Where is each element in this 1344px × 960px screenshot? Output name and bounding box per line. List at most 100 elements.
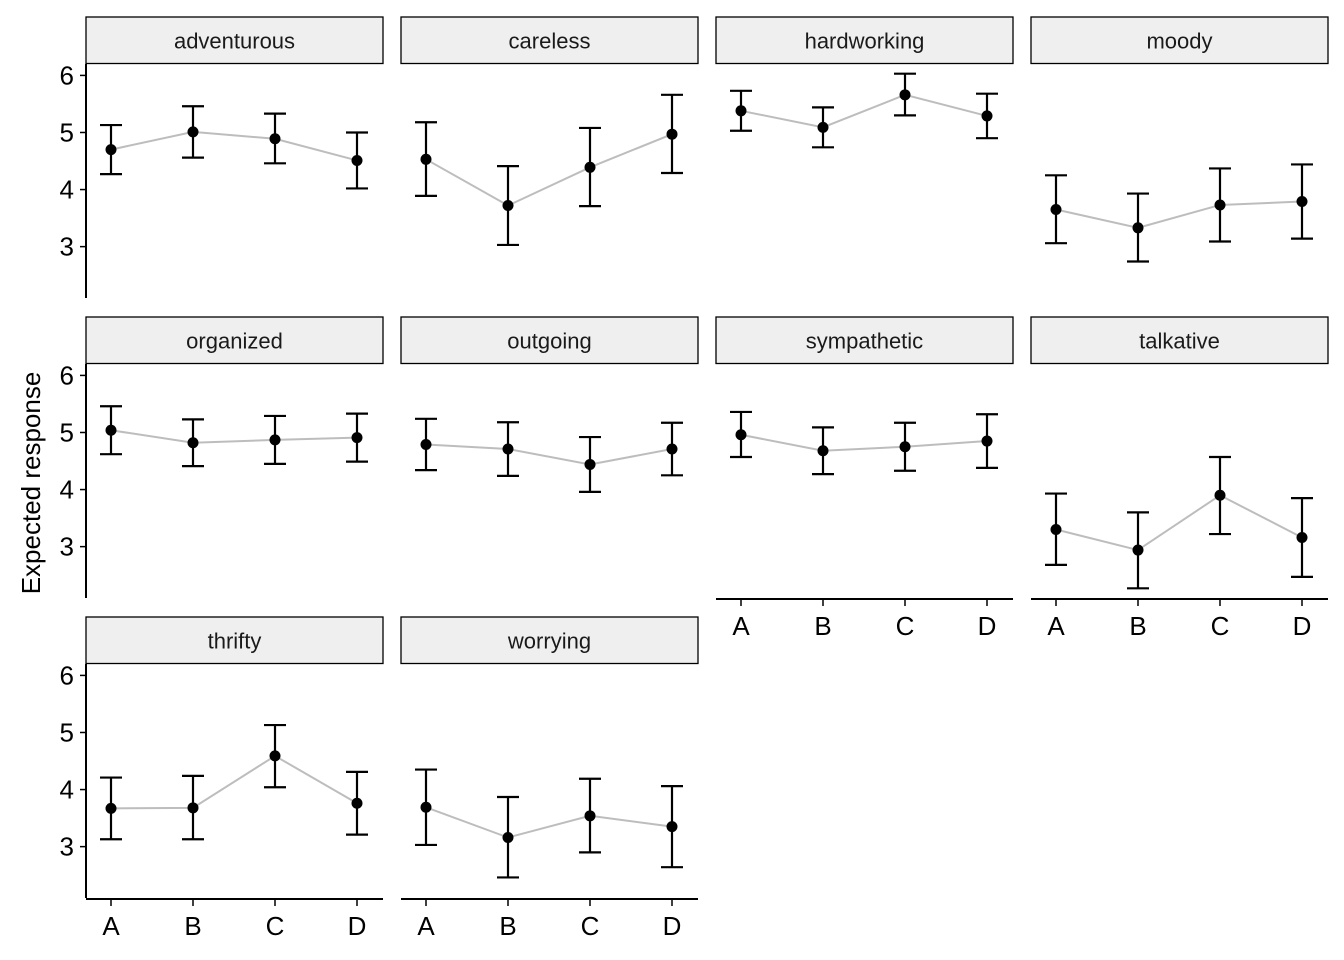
strip-sympathetic	[715, 316, 1014, 365]
point-talkative-C	[1214, 489, 1226, 501]
x-tick-label-B: B	[184, 911, 201, 941]
x-tick-label-D: D	[348, 911, 367, 941]
point-adventurous-D	[351, 154, 363, 166]
point-outgoing-A	[420, 438, 432, 450]
point-worrying-B	[502, 832, 514, 844]
strip-outgoing	[400, 316, 699, 365]
point-sympathetic-C	[899, 441, 911, 453]
panel-moody: moody	[1030, 16, 1329, 263]
panel-outgoing: outgoing	[400, 316, 699, 493]
point-careless-A	[420, 153, 432, 165]
point-thrifty-D	[351, 797, 363, 809]
point-organized-B	[187, 437, 199, 449]
strip-worrying	[400, 616, 699, 665]
series-line-worrying	[425, 806, 673, 839]
panel-talkative: talkative A B C D	[1030, 316, 1329, 641]
point-hardworking-A	[735, 105, 747, 117]
point-careless-C	[584, 161, 596, 173]
point-moody-B	[1132, 222, 1144, 234]
point-outgoing-C	[584, 458, 596, 470]
series-line-thrifty	[110, 754, 358, 810]
point-thrifty-C	[269, 750, 281, 762]
panel-sympathetic: sympathetic A B C D	[715, 316, 1014, 641]
panel-hardworking: hardworking	[715, 16, 1014, 149]
point-sympathetic-A	[735, 429, 747, 441]
point-hardworking-D	[981, 110, 993, 122]
strip-label-careless: careless	[509, 29, 591, 54]
y-tick-label-4: 4	[60, 775, 74, 805]
series-line-sympathetic	[740, 433, 988, 452]
point-outgoing-D	[666, 443, 678, 455]
point-outgoing-B	[502, 443, 514, 455]
strip-label-sympathetic: sympathetic	[806, 329, 923, 354]
series-line-organized	[110, 429, 358, 444]
panel-organized: organized 3 4 5 6	[60, 316, 384, 598]
y-tick-label-5: 5	[60, 417, 74, 447]
point-sympathetic-D	[981, 435, 993, 447]
strip-label-outgoing: outgoing	[507, 329, 591, 354]
point-moody-A	[1050, 204, 1062, 216]
panel-thrifty: thrifty 3 4 5 6 A B C D	[60, 616, 384, 941]
point-worrying-A	[420, 801, 432, 813]
strip-moody	[1030, 16, 1329, 65]
x-tick-label-B: B	[499, 911, 516, 941]
y-tick-label-4: 4	[60, 475, 74, 505]
point-talkative-A	[1050, 524, 1062, 536]
point-adventurous-A	[105, 144, 117, 156]
point-worrying-C	[584, 810, 596, 822]
point-moody-D	[1296, 196, 1308, 208]
x-tick-label-B: B	[814, 611, 831, 641]
strip-label-talkative: talkative	[1139, 329, 1220, 354]
point-careless-D	[666, 128, 678, 140]
panel-careless: careless	[400, 16, 699, 247]
point-thrifty-A	[105, 802, 117, 814]
strip-adventurous	[85, 16, 384, 65]
point-hardworking-C	[899, 89, 911, 101]
strip-label-hardworking: hardworking	[805, 29, 925, 54]
point-talkative-B	[1132, 544, 1144, 556]
point-worrying-D	[666, 821, 678, 833]
point-organized-D	[351, 432, 363, 444]
series-line-hardworking	[740, 93, 988, 129]
strip-label-adventurous: adventurous	[174, 29, 295, 54]
x-tick-label-C: C	[1211, 611, 1230, 641]
point-organized-C	[269, 434, 281, 446]
point-adventurous-B	[187, 126, 199, 138]
point-moody-C	[1214, 199, 1226, 211]
x-tick-label-D: D	[978, 611, 997, 641]
point-thrifty-B	[187, 802, 199, 814]
x-tick-label-B: B	[1129, 611, 1146, 641]
panels: adventurous 3 4 5 6 careless hardworking moody o…	[60, 16, 1329, 941]
x-tick-label-C: C	[581, 911, 600, 941]
series-line-careless	[425, 133, 673, 207]
strip-talkative	[1030, 316, 1329, 365]
point-hardworking-B	[817, 121, 829, 133]
point-organized-A	[105, 424, 117, 436]
x-tick-label-A: A	[1047, 611, 1065, 641]
strip-careless	[400, 16, 699, 65]
strip-hardworking	[715, 16, 1014, 65]
strip-thrifty	[85, 616, 384, 665]
x-tick-label-A: A	[102, 911, 120, 941]
point-adventurous-C	[269, 133, 281, 145]
strip-label-thrifty: thrifty	[208, 629, 262, 654]
panel-worrying: worrying A B C D	[400, 616, 699, 941]
y-tick-label-3: 3	[60, 832, 74, 862]
panel-adventurous: adventurous 3 4 5 6	[60, 16, 384, 298]
y-tick-label-5: 5	[60, 117, 74, 147]
point-careless-B	[502, 200, 514, 212]
y-tick-label-3: 3	[60, 532, 74, 562]
x-tick-label-C: C	[266, 911, 285, 941]
x-tick-label-D: D	[663, 911, 682, 941]
y-tick-label-3: 3	[60, 232, 74, 262]
point-sympathetic-B	[817, 445, 829, 457]
strip-label-worrying: worrying	[507, 629, 591, 654]
series-line-talkative	[1055, 494, 1303, 552]
y-tick-label-5: 5	[60, 717, 74, 747]
x-tick-label-A: A	[732, 611, 750, 641]
series-line-adventurous	[110, 130, 358, 162]
y-axis-label: Expected response	[16, 372, 46, 595]
series-line-outgoing	[425, 443, 673, 466]
y-tick-label-6: 6	[60, 660, 74, 690]
